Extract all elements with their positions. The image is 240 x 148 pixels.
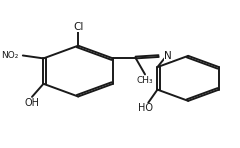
Text: CH₃: CH₃ bbox=[137, 76, 153, 85]
Text: N: N bbox=[164, 51, 172, 61]
Text: NO₂: NO₂ bbox=[1, 51, 19, 60]
Text: OH: OH bbox=[24, 98, 40, 108]
Text: Cl: Cl bbox=[73, 21, 83, 32]
Text: HO: HO bbox=[138, 103, 153, 114]
